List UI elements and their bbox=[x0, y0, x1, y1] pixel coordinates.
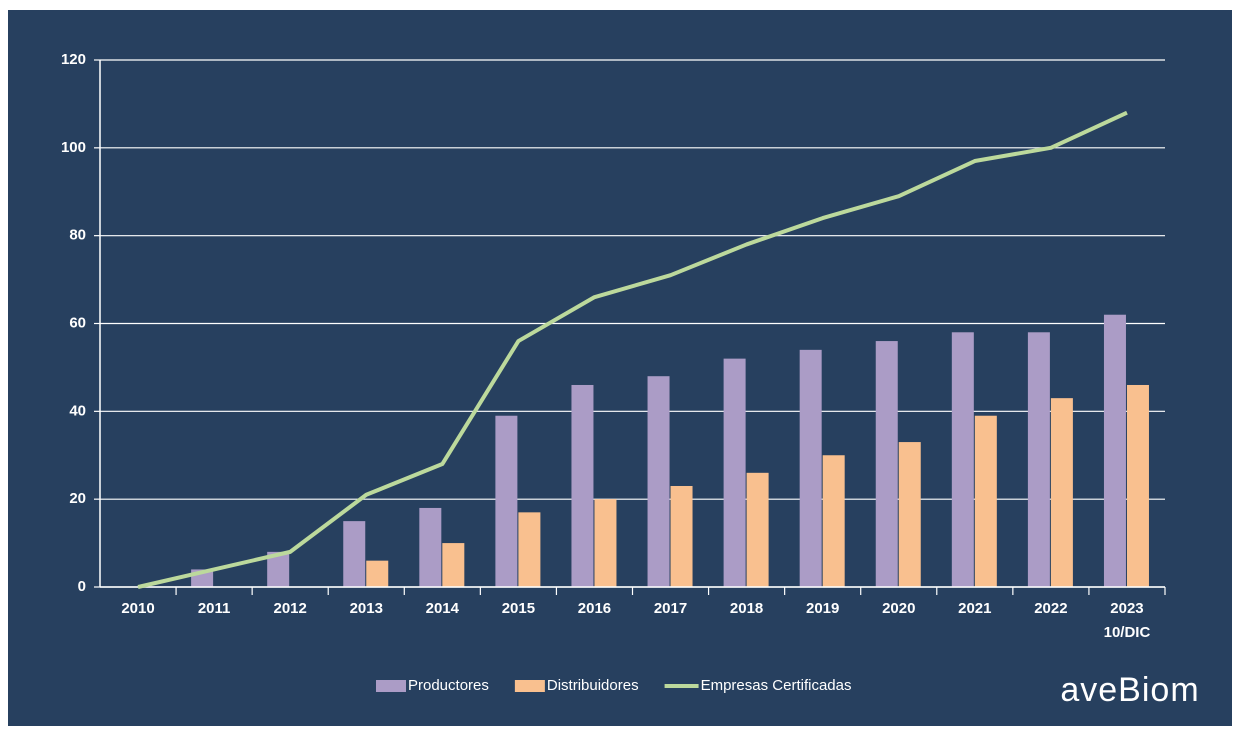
x-tick-label: 2022 bbox=[1034, 600, 1067, 617]
bar bbox=[442, 543, 465, 587]
legend-label: Productores bbox=[408, 677, 489, 694]
x-tick-label: 2023 bbox=[1110, 600, 1143, 617]
x-tick-label: 2020 bbox=[882, 600, 915, 617]
bar bbox=[1103, 314, 1126, 587]
bar bbox=[1126, 384, 1149, 587]
legend-label: Distribuidores bbox=[547, 677, 639, 694]
y-tick-label: 80 bbox=[69, 227, 86, 244]
bar bbox=[495, 415, 518, 587]
x-tick-label: 2021 bbox=[958, 600, 991, 617]
bar bbox=[974, 415, 997, 587]
bar bbox=[594, 499, 617, 587]
bar bbox=[1050, 398, 1073, 587]
bar bbox=[518, 512, 541, 587]
legend-swatch bbox=[514, 680, 545, 692]
bar bbox=[746, 472, 769, 587]
legend-label: Empresas Certificadas bbox=[701, 677, 852, 694]
x-tick-label: 2014 bbox=[426, 600, 460, 617]
x-tick-label: 2010 bbox=[121, 600, 154, 617]
y-tick-label: 0 bbox=[78, 578, 86, 595]
bar bbox=[366, 560, 389, 587]
bar bbox=[419, 507, 442, 587]
bar bbox=[723, 358, 746, 587]
logo: aveBiom bbox=[1060, 671, 1199, 709]
x-tick-label: 2013 bbox=[350, 600, 383, 617]
bar bbox=[1027, 332, 1050, 587]
bar bbox=[951, 332, 974, 587]
y-tick-label: 60 bbox=[69, 314, 86, 331]
bar bbox=[822, 455, 845, 587]
bar bbox=[267, 551, 290, 587]
x-tick-label: 2012 bbox=[273, 600, 306, 617]
bar bbox=[647, 376, 670, 587]
bar bbox=[875, 341, 898, 587]
y-tick-label: 40 bbox=[69, 402, 86, 419]
line bbox=[137, 110, 1128, 589]
bar bbox=[343, 521, 366, 587]
y-tick-label: 20 bbox=[69, 490, 86, 507]
x-tick-label: 2017 bbox=[654, 600, 687, 617]
x-tick-note: 10/DIC bbox=[1104, 624, 1151, 641]
y-tick-label: 120 bbox=[61, 51, 86, 68]
bar bbox=[670, 485, 693, 587]
bar bbox=[571, 384, 594, 587]
x-tick-label: 2015 bbox=[502, 600, 535, 617]
bar bbox=[799, 349, 822, 587]
legend-swatch bbox=[376, 680, 406, 692]
y-tick-label: 100 bbox=[61, 139, 86, 156]
x-tick-label: 2016 bbox=[578, 600, 611, 617]
x-tick-label: 2019 bbox=[806, 600, 839, 617]
bar bbox=[898, 442, 921, 587]
x-tick-label: 2011 bbox=[198, 600, 231, 617]
x-tick-label: 2018 bbox=[730, 600, 763, 617]
